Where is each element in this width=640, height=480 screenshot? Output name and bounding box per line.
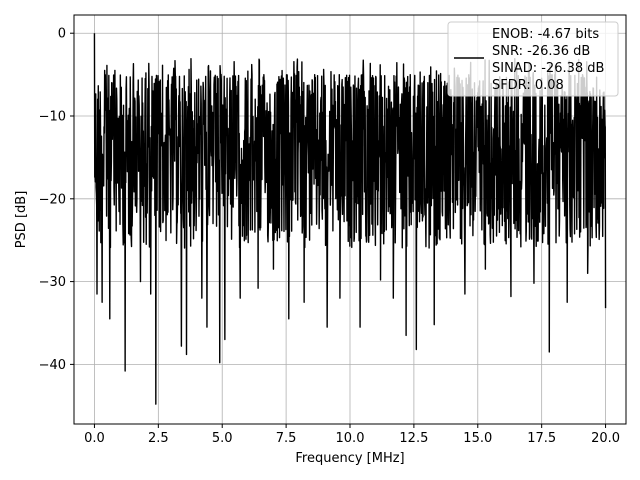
legend-entry-snr: SNR: -26.36 dB [492,44,590,59]
legend-entry-enob: ENOB: -4.67 bits [492,27,599,42]
x-tick-label: 17.5 [527,431,556,446]
legend: ENOB: -4.67 bits SNR: -26.36 dB SINAD: -… [447,21,619,97]
legend-box [447,21,619,97]
y-tick-label: −40 [39,358,66,373]
y-axis-label: PSD [dB] [14,191,29,249]
data-layer [93,33,607,405]
x-tick-label: 0.0 [84,431,105,446]
x-tick-label: 15.0 [463,431,492,446]
psd-trace [93,33,607,405]
y-tick-label: −20 [39,192,66,207]
x-tick-label: 20.0 [591,431,620,446]
legend-entry-sinad: SINAD: -26.38 dB [492,61,604,76]
y-axis: 0 −10 −20 −30 −40 [39,27,74,373]
x-tick-label: 7.5 [276,431,297,446]
x-axis: 0.0 2.5 5.0 7.5 10.0 12.5 15.0 17.5 20.0 [84,424,620,446]
legend-entry-sfdr: SFDR: 0.08 [492,78,564,93]
x-tick-label: 2.5 [148,431,169,446]
y-tick-label: 0 [58,27,66,42]
x-tick-label: 10.0 [336,431,365,446]
y-tick-label: −30 [39,275,66,290]
y-tick-label: −10 [39,110,66,125]
x-axis-label: Frequency [MHz] [295,451,404,466]
x-tick-label: 5.0 [212,431,233,446]
x-tick-label: 12.5 [399,431,428,446]
